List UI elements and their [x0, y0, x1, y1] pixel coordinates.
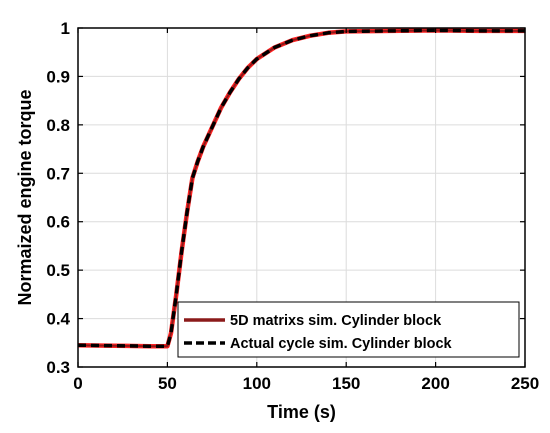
ticks	[77, 27, 526, 368]
x-tick-label: 100	[243, 374, 271, 393]
y-tick-label: 0.3	[46, 358, 70, 377]
x-tick-label: 50	[158, 374, 177, 393]
y-tick-label: 0.6	[46, 213, 70, 232]
x-axis-title: Time (s)	[267, 402, 336, 422]
y-tick-label: 0.8	[46, 116, 70, 135]
y-tick-label: 1	[61, 19, 70, 38]
tick-labels: 0 50 100 150 200 250 0.3 0.4 0.5 0.6 0.7 0.8 0.9 1	[46, 19, 539, 393]
y-axis-title: Normaized engine torque	[15, 89, 35, 305]
y-tick-label: 0.4	[46, 310, 70, 329]
legend-label-series-2: Actual cycle sim. Cylinder block	[230, 336, 453, 352]
legend-label-series-1: 5D matrixs sim. Cylinder block	[230, 313, 442, 329]
x-tick-label: 0	[73, 374, 82, 393]
series-line-actual-cycle	[77, 28, 525, 348]
plot-frame	[77, 27, 526, 368]
x-tick-label: 250	[511, 374, 539, 393]
x-tick-label: 150	[332, 374, 360, 393]
x-tick-label: 200	[421, 374, 449, 393]
y-tick-label: 0.5	[46, 261, 70, 280]
legend: 5D matrixs sim. Cylinder block Actual cy…	[177, 301, 520, 358]
y-tick-label: 0.9	[46, 67, 70, 86]
legend-box	[177, 301, 520, 358]
y-tick-label: 0.7	[46, 164, 70, 183]
series-layer	[77, 28, 525, 349]
